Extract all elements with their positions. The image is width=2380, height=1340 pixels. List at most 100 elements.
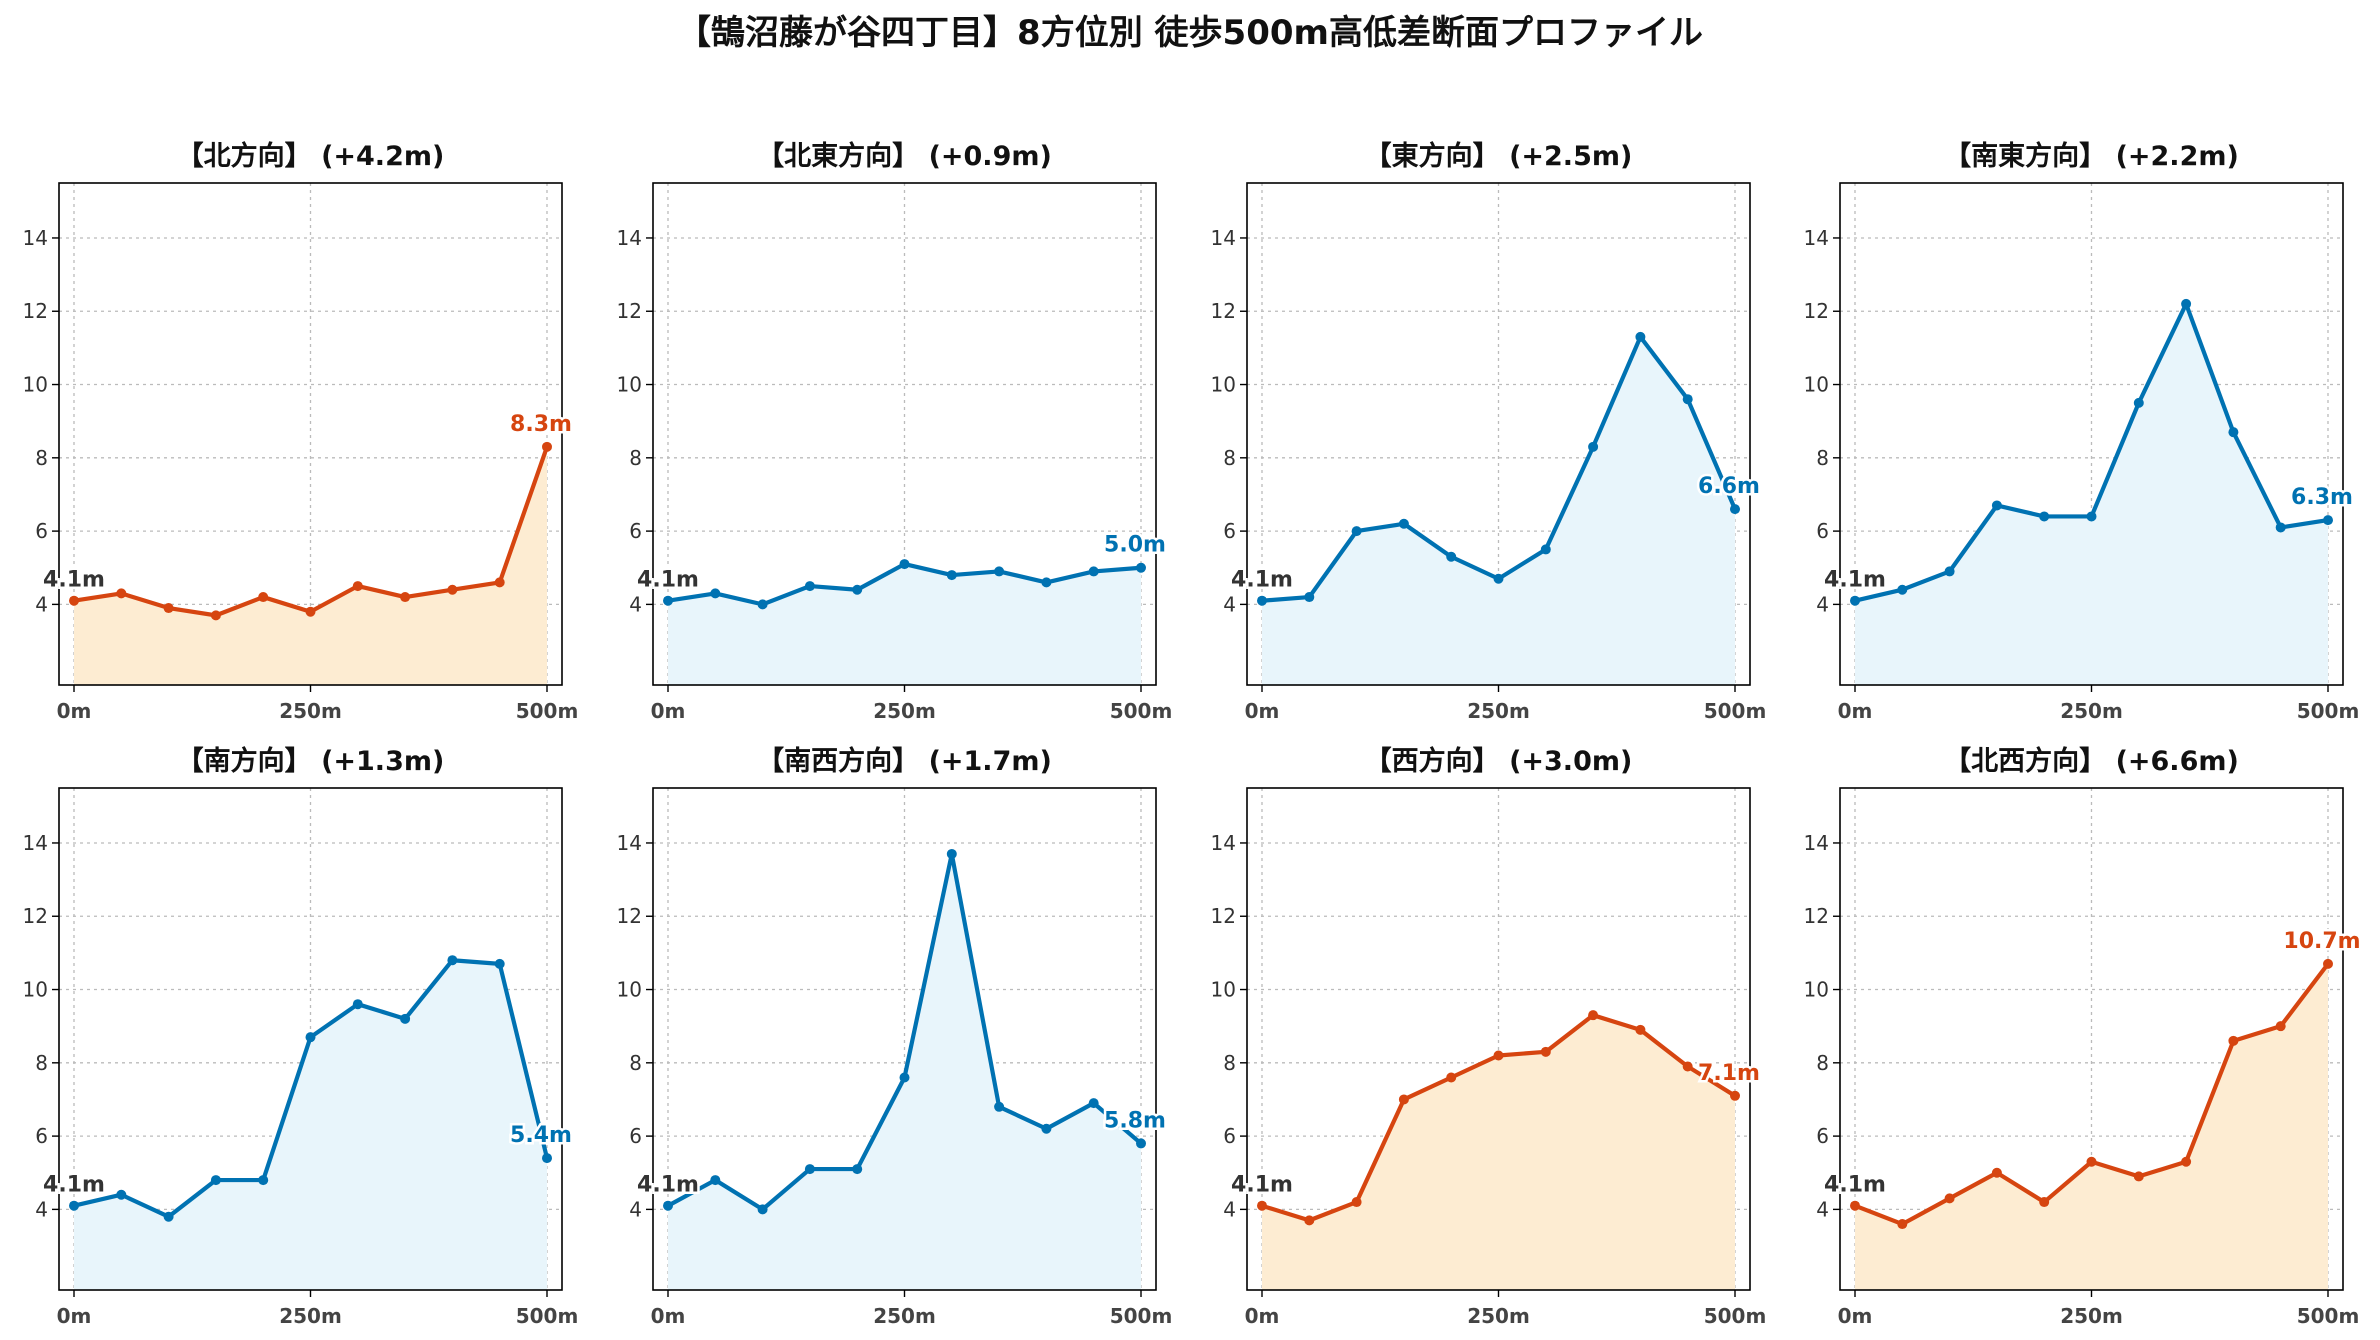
profile-point [1446, 551, 1457, 562]
y-tick-label: 8 [1223, 446, 1236, 470]
y-tick-label: 14 [1804, 226, 1829, 250]
profile-point [447, 584, 458, 595]
panel-title-space [919, 746, 928, 777]
y-tick-label: 12 [1211, 904, 1236, 928]
x-tick-label: 0m [57, 1304, 92, 1328]
profile-point [1850, 1200, 1860, 1211]
profile-point [994, 1101, 1005, 1112]
y-tick-label: 8 [1816, 446, 1829, 470]
panel-direction: 【北西方向】 [1944, 745, 2106, 777]
end-elevation-label: 6.6m [1698, 474, 1760, 499]
profile-point [1540, 1046, 1551, 1057]
profile-point [163, 1211, 174, 1222]
panel-diff: (+2.2m) [2116, 141, 2239, 172]
profile-point [2228, 427, 2239, 438]
profile-point [1635, 1024, 1646, 1035]
profile-point [2323, 958, 2333, 969]
x-tick-label: 500m [2297, 699, 2360, 723]
y-tick-label: 10 [1804, 978, 1829, 1002]
x-tick-label: 250m [873, 699, 936, 723]
panel-title: 【北方向】 (+4.2m) [177, 140, 445, 172]
start-elevation-label: 4.1m [1824, 1173, 1886, 1198]
x-tick-label: 500m [1110, 699, 1173, 723]
profile-point [1257, 595, 1267, 606]
profile-point [1304, 592, 1315, 603]
y-tick-label: 4 [1223, 1197, 1236, 1221]
profile-point [494, 577, 505, 588]
x-tick-label: 500m [1704, 699, 1767, 723]
start-elevation-label: 4.1m [637, 568, 699, 593]
y-tick-label: 12 [1211, 299, 1236, 323]
x-tick-label: 500m [516, 699, 579, 723]
y-tick-label: 12 [1804, 904, 1829, 928]
panel-title: 【南方向】 (+1.3m) [177, 745, 445, 777]
panel-title: 【北東方向】 (+0.9m) [757, 140, 1052, 172]
y-tick-label: 4 [629, 592, 642, 616]
panel-diff: (+0.9m) [929, 141, 1052, 172]
y-tick-label: 14 [1211, 831, 1236, 855]
panel-diff: (+4.2m) [321, 141, 444, 172]
profile-point [852, 1164, 863, 1175]
profile-area [668, 564, 1141, 685]
profile-panel: 【東方向】 (+2.5m) 4 6 8 10 12 14 0m 250m 500m 4.1m 6.6m [1211, 140, 1767, 723]
profile-point [2181, 1156, 2192, 1167]
profile-point [1088, 1098, 1099, 1109]
profile-area [1262, 336, 1735, 685]
panel-title: 【西方向】 (+3.0m) [1365, 745, 1633, 777]
y-tick-label: 10 [617, 978, 642, 1002]
profile-point [1351, 526, 1362, 537]
profile-point [1635, 331, 1646, 342]
profile-point [2275, 522, 2286, 533]
panel-title: 【東方向】 (+2.5m) [1365, 140, 1633, 172]
y-tick-label: 4 [35, 1197, 48, 1221]
x-tick-label: 0m [1838, 1304, 1873, 1328]
end-elevation-label: 5.4m [510, 1123, 572, 1148]
profile-point [2086, 511, 2097, 522]
panel-diff: (+1.7m) [929, 746, 1052, 777]
x-tick-label: 250m [1467, 1304, 1530, 1328]
panel-title-space [312, 746, 321, 777]
profile-point [757, 1204, 768, 1215]
profile-point [1588, 1010, 1599, 1021]
profile-point [447, 955, 458, 966]
y-tick-label: 4 [35, 592, 48, 616]
profile-point [710, 1175, 721, 1186]
profile-area [668, 853, 1141, 1290]
profile-point [69, 595, 79, 606]
y-tick-label: 6 [1816, 519, 1829, 543]
profile-point [2275, 1021, 2286, 1032]
panel-diff: (+3.0m) [1509, 746, 1632, 777]
profile-point [1991, 1167, 2002, 1178]
end-elevation-label: 5.8m [1104, 1108, 1166, 1133]
y-tick-label: 12 [617, 904, 642, 928]
profile-point [1398, 1094, 1409, 1105]
profile-point [1493, 573, 1504, 584]
y-tick-label: 10 [1211, 373, 1236, 397]
panel-title: 【南西方向】 (+1.7m) [757, 745, 1052, 777]
panel-title-space [2106, 746, 2115, 777]
profile-panel: 【北東方向】 (+0.9m) 4 6 8 10 12 14 0m 250m 500m 4.1m 5.0… [617, 140, 1173, 723]
panel-diff: (+6.6m) [2116, 746, 2239, 777]
profile-point [258, 592, 269, 603]
profile-point [1540, 544, 1551, 555]
y-tick-label: 14 [23, 226, 48, 250]
y-tick-label: 8 [35, 446, 48, 470]
y-tick-label: 8 [629, 446, 642, 470]
x-tick-label: 500m [1704, 1304, 1767, 1328]
profile-point [494, 958, 505, 969]
profile-point [305, 606, 316, 617]
profile-point [1398, 518, 1409, 529]
profile-point [899, 1072, 910, 1083]
x-tick-label: 500m [516, 1304, 579, 1328]
profile-point [1493, 1050, 1504, 1061]
end-elevation-label: 10.7m [2283, 929, 2360, 954]
profile-point [1944, 1193, 1955, 1204]
profile-point [804, 581, 815, 592]
panel-title-space [2106, 141, 2115, 172]
profile-point [2039, 511, 2050, 522]
profile-point [1304, 1215, 1315, 1226]
end-elevation-label: 6.3m [2291, 485, 2353, 510]
panel-title-space [1500, 746, 1509, 777]
profile-panel: 【北西方向】 (+6.6m) 4 6 8 10 12 14 0m 250m 500m 4.1m 10.… [1804, 745, 2364, 1328]
